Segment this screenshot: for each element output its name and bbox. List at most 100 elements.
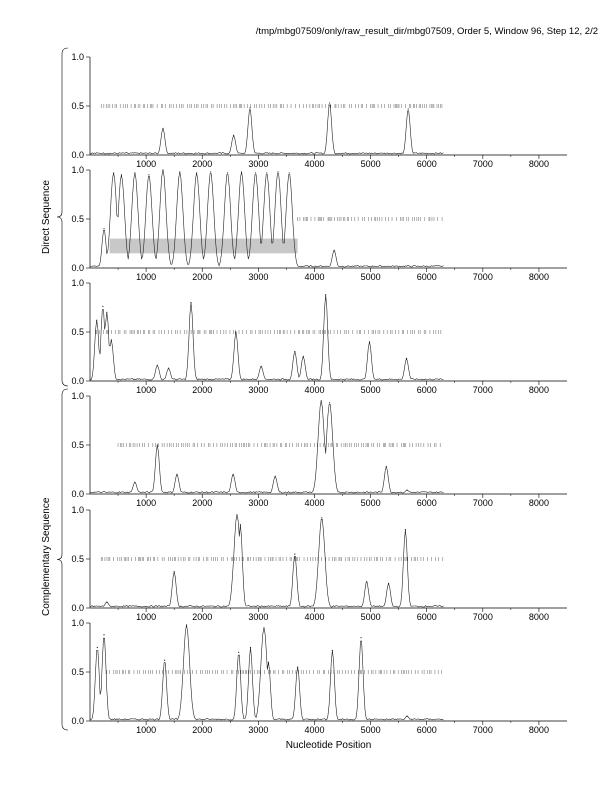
- panel-2-peak-10: [226, 172, 229, 174]
- panel-1-xtick-label: 6000: [417, 159, 437, 169]
- panel-4-xtick-label: 8000: [529, 498, 549, 508]
- panel-5-peak-4: [239, 524, 241, 526]
- panel-2-peak-5: [148, 174, 150, 176]
- panel-3-ytick-label: 0.5: [71, 327, 84, 337]
- panel-3-peak-1: [96, 319, 98, 321]
- panel-4-xtick-label: 4000: [304, 498, 324, 508]
- panel-2-peak-12: [254, 172, 257, 174]
- panel-4-ytick-label: 0.0: [71, 489, 84, 499]
- panel-4-peak-3: [176, 473, 178, 475]
- panel-3-peak-7: [190, 302, 192, 304]
- x-axis-label: Nucleotide Position: [285, 740, 372, 751]
- panel-6-ytick-label: 1.0: [71, 618, 84, 628]
- panel-1-peak-4: [329, 102, 331, 104]
- panel-6-peak-11: [360, 637, 362, 639]
- panel-2-ytick-label: 1.0: [71, 165, 84, 175]
- panel-1-peak-1: [162, 127, 164, 130]
- panel-4-xtick-label: 6000: [417, 498, 437, 508]
- panel-1-xtick-label: 1000: [136, 159, 156, 169]
- panel-5-peak-5: [294, 553, 296, 555]
- panel-3-peak-10: [294, 351, 296, 353]
- panel-1-xtick-label: 8000: [529, 159, 549, 169]
- panel-4-ytick-label: 0.5: [71, 440, 84, 450]
- panel-6-peak-10: [331, 649, 334, 652]
- panel-2-peak-11: [240, 171, 243, 173]
- panel-5-xtick-label: 2000: [192, 612, 212, 622]
- panel-3-peak-13: [368, 341, 371, 343]
- panel-6-xtick-label: 8000: [529, 725, 549, 735]
- panel-2-peak-7: [179, 171, 181, 173]
- panel-5-peak-8: [387, 582, 390, 585]
- panel-4-peak-7: [329, 402, 331, 404]
- panel-5-xtick-label: 3000: [248, 612, 268, 622]
- panel-2-peak-3: [120, 174, 123, 176]
- panel-6-peak-6: [249, 646, 252, 649]
- panel-5-xtick-label: 4000: [304, 612, 324, 622]
- panel-3-xtick-label: 7000: [473, 385, 493, 395]
- panel-5-xtick-label: 1000: [136, 612, 156, 622]
- panel-6-peak-8: [267, 661, 270, 663]
- panel-3-peak-11: [302, 355, 304, 358]
- panel-6-xtick-label: 6000: [417, 725, 437, 735]
- panel-3-xtick-label: 8000: [529, 385, 549, 395]
- panel-4-xtick-label: 3000: [248, 498, 268, 508]
- panel-5-peak-1: [106, 601, 108, 603]
- panel-1-ytick-label: 0.5: [71, 101, 84, 111]
- panel-6-peak-1: [96, 646, 98, 649]
- panel-4-peak-4: [232, 473, 234, 475]
- panel-1-signal-line: [89, 104, 444, 155]
- panel-3-peak-6: [167, 367, 170, 369]
- panel-3-peak-8: [235, 331, 237, 333]
- panel-4-xtick-label: 2000: [192, 498, 212, 508]
- panel-6-xtick-label: 2000: [192, 725, 212, 735]
- panel-5-xtick-label: 7000: [473, 612, 493, 622]
- panel-2-peak-16: [333, 249, 335, 251]
- panel-3-xtick-label: 1000: [136, 385, 156, 395]
- panel-2-signal-line: [89, 169, 444, 268]
- panel-5-peak-3: [236, 514, 238, 516]
- panel-6-xtick-label: 3000: [248, 725, 268, 735]
- panel-2-peak-1: [103, 228, 105, 230]
- panel-3-peak-3: [106, 311, 108, 313]
- panel-2-peak-2: [112, 172, 115, 174]
- bracket-complementary: [56, 388, 69, 731]
- panel-2-ytick-label: 0.5: [71, 214, 84, 224]
- panel-5-ytick-label: 0.5: [71, 554, 84, 564]
- panel-2-peak-15: [288, 172, 290, 174]
- panel-5-ytick-label: 0.0: [71, 603, 84, 613]
- panel-3-peak-12: [325, 294, 327, 296]
- panel-5-peak-2: [173, 571, 175, 573]
- panel-3-xtick-label: 2000: [192, 385, 212, 395]
- panel-5-peak-9: [404, 529, 406, 531]
- panel-2-xtick-label: 6000: [417, 272, 437, 282]
- panel-5-xtick-label: 6000: [417, 612, 437, 622]
- panel-3-peak-5: [156, 364, 158, 366]
- panel-2-xtick-label: 1000: [136, 272, 156, 282]
- panel-5-signal-line: [89, 514, 444, 608]
- panel-2-xtick-label: 8000: [529, 272, 549, 282]
- bracket-direct: [56, 47, 69, 387]
- panel-6-peak-5: [238, 651, 240, 654]
- panel-4-peak-9: [406, 489, 408, 491]
- panel-2-peak-9: [210, 171, 212, 173]
- panel-5-peak-7: [366, 580, 368, 583]
- panel-2-shaded-band: [109, 238, 298, 254]
- panel-2-peak-14: [277, 171, 279, 173]
- panel-3-signal-line: [89, 294, 444, 381]
- panel-3-xtick-label: 5000: [361, 385, 381, 395]
- panel-3-peak-2: [102, 305, 104, 308]
- panel-6-xtick-label: 5000: [361, 725, 381, 735]
- panel-3-ytick-label: 0.0: [71, 376, 84, 386]
- panel-3-peak-14: [405, 357, 408, 360]
- panel-2-xtick-label: 2000: [192, 272, 212, 282]
- panel-1-ytick-label: 1.0: [71, 52, 84, 62]
- panel-3-xtick-label: 4000: [304, 385, 324, 395]
- panel-3-xtick-label: 3000: [248, 385, 268, 395]
- panel-4-peak-8: [385, 465, 387, 468]
- panel-6-peak-4: [185, 624, 188, 626]
- panel-2-xtick-label: 3000: [248, 272, 268, 282]
- panel-1-xtick-label: 3000: [248, 159, 268, 169]
- panel-1-peak-3: [249, 107, 251, 109]
